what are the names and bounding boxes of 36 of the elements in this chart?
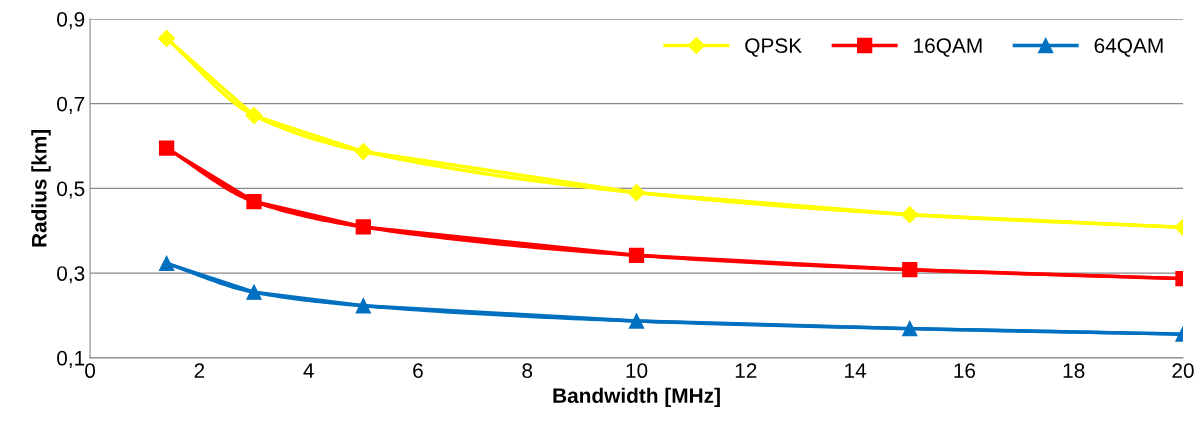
y-tick-label: 0,9 xyxy=(57,11,85,30)
x-tick-label: 20 xyxy=(1172,363,1194,379)
point xyxy=(246,284,262,300)
point xyxy=(158,140,175,156)
x-tick-label: 16 xyxy=(954,363,976,379)
point xyxy=(158,255,175,272)
point xyxy=(902,320,918,337)
point xyxy=(354,142,372,161)
point xyxy=(355,298,371,314)
x-axis-title: Bandwidth [MHz] xyxy=(553,387,720,408)
x-tick-label: 10 xyxy=(626,363,648,379)
point xyxy=(627,184,646,202)
x-tick-label: 2 xyxy=(194,363,205,378)
x-tick-label: 4 xyxy=(303,363,314,378)
point xyxy=(901,206,919,224)
x-tick-label: 0 xyxy=(85,363,96,379)
point xyxy=(158,29,176,47)
point xyxy=(628,247,645,263)
x-tick-label: 8 xyxy=(522,363,533,379)
y-tick-label: 0,5 xyxy=(57,181,85,199)
x-tick-label: 14 xyxy=(845,363,867,378)
y-tick-label: 0,1 xyxy=(57,350,85,369)
point xyxy=(246,193,262,210)
y-tick-label: 0,3 xyxy=(57,266,85,284)
x-tick-label: 6 xyxy=(413,363,423,379)
legend-label: QPSK xyxy=(745,38,802,57)
y-axis-title: Radius [km] xyxy=(31,129,51,247)
legend-label: 16QAM xyxy=(914,38,982,57)
point xyxy=(355,219,371,235)
x-tick-label: 18 xyxy=(1063,363,1085,379)
point xyxy=(902,262,918,278)
point xyxy=(245,106,263,125)
legend-label: 64QAM xyxy=(1094,38,1163,57)
point xyxy=(628,313,645,329)
x-tick-label: 12 xyxy=(735,363,757,378)
y-tick-label: 0,7 xyxy=(57,96,85,114)
